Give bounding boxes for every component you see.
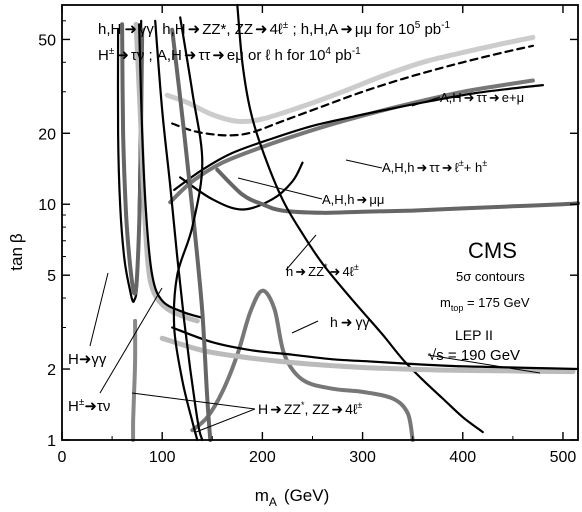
leader-lep xyxy=(427,354,541,374)
leader-h-zz xyxy=(285,234,317,271)
arrow-icon: ➜ xyxy=(442,160,453,175)
series-vertical_gray xyxy=(131,318,138,442)
series-AHh_tautau_gray xyxy=(168,78,535,205)
x-tick-label: 0 xyxy=(58,449,67,466)
label-h-gg: h ➜ γγ xyxy=(330,314,370,330)
series-A_tautau_emu_light xyxy=(164,34,536,124)
label-h-zz: h ➜ ZZ* ➜ 4ℓ± xyxy=(286,262,359,279)
y-tick-label: 10 xyxy=(38,197,56,214)
leader-H-zz-1 xyxy=(131,392,256,410)
series-S_curve xyxy=(172,16,204,442)
series-LEP_light xyxy=(159,335,576,375)
arrow-icon: ➜ xyxy=(255,21,268,38)
series-h_ZZ xyxy=(215,167,580,215)
series-h_gg_loop xyxy=(190,288,415,442)
leader-a-tautau-emu xyxy=(411,96,441,107)
arrow-icon: ➜ xyxy=(184,47,197,64)
series-AHh_tautau_black xyxy=(173,84,544,191)
arrow-icon: ➜ xyxy=(212,47,225,64)
x-tick-label: 500 xyxy=(550,449,577,466)
label-H-taunu: H±➜τν xyxy=(68,397,110,415)
leader-ahh-tautau xyxy=(345,159,383,169)
y-tick-label: 1 xyxy=(47,433,56,450)
arrow-icon: ➜ xyxy=(79,351,92,368)
arrow-icon: ➜ xyxy=(464,90,475,105)
arrow-icon: ➜ xyxy=(188,21,201,38)
arrow-icon: ➜ xyxy=(330,264,341,279)
label-ahh-mumu: A,H,h ➜ μμ xyxy=(322,192,384,207)
cms-label: CMS xyxy=(468,238,517,263)
leader-H-gg xyxy=(89,272,109,347)
ticks-layer: 0 100 200 300 400 500 1 2 5 10 20 50 xyxy=(38,4,578,466)
arrow-icon: ➜ xyxy=(331,401,343,417)
label-ahh-tautau: A,H,h ➜ ττ ➜ ℓ±+ h± xyxy=(382,158,487,175)
header-line-1: h,H ➜ γγ; h,H ➜ ZZ*, ZZ ➜ 4ℓ± ; h,H,A ➜ μμ for 1… xyxy=(98,20,450,38)
arrow-icon: ➜ xyxy=(124,21,137,38)
leader-lines xyxy=(89,96,541,433)
y-tick-label: 50 xyxy=(38,32,56,49)
plot-frame xyxy=(61,4,579,441)
label-H-gg: H➜γγ xyxy=(68,351,107,368)
arrow-icon: ➜ xyxy=(489,90,500,105)
x-axis-title: mA (GeV) xyxy=(255,486,330,509)
label-H-zz-bottom: H ➜ ZZ*, ZZ ➜ 4ℓ± xyxy=(258,400,362,417)
arrow-icon: ➜ xyxy=(417,160,428,175)
mtop-label: mtop = 175 GeV xyxy=(440,295,530,313)
series-layer xyxy=(116,3,580,442)
header-line-2: H± ➜ τν ; A,H ➜ ττ ➜ eμ or ℓ h for 104 pb-1 xyxy=(98,46,361,64)
sqrt-s-label: √s = 190 GeV xyxy=(428,347,520,364)
arrow-icon: ➜ xyxy=(270,401,282,417)
leader-ahh-mumu xyxy=(237,177,323,200)
arrow-icon: ➜ xyxy=(84,398,97,415)
y-tick-label: 5 xyxy=(47,268,56,285)
leader-h-gg xyxy=(291,320,319,334)
y-tick-label: 20 xyxy=(38,126,56,143)
contours-label: 5σ contours xyxy=(456,269,525,284)
x-tick-label: 400 xyxy=(449,449,476,466)
y-axis-title: tanβ xyxy=(7,233,26,271)
arrow-icon: ➜ xyxy=(340,21,353,38)
series-H_ZZ_bottom_black xyxy=(154,19,204,442)
x-tick-label: 300 xyxy=(349,449,376,466)
arrow-icon: ➜ xyxy=(357,192,368,207)
label-a-tautau-emu: A,H ➜ ττ ➜ e+μ xyxy=(440,90,524,105)
lep-label: LEP II xyxy=(455,327,493,343)
x-tick-label: 200 xyxy=(249,449,276,466)
arrow-icon: ➜ xyxy=(341,314,353,330)
arrow-icon: ➜ xyxy=(295,264,306,279)
series-A_tautau_emu xyxy=(171,44,534,137)
arrow-icon: ➜ xyxy=(116,47,129,64)
series-H_ZZ_bottom_gray xyxy=(170,27,213,442)
x-tick-label: 100 xyxy=(149,449,176,466)
leader-H-taunu xyxy=(99,287,163,394)
leader-H-zz-2 xyxy=(195,408,256,433)
series-H_gg_left_gray xyxy=(120,22,145,296)
y-tick-label: 2 xyxy=(47,362,56,379)
series-AHh_mumu xyxy=(179,161,304,211)
series-CMS_curve xyxy=(236,3,484,434)
